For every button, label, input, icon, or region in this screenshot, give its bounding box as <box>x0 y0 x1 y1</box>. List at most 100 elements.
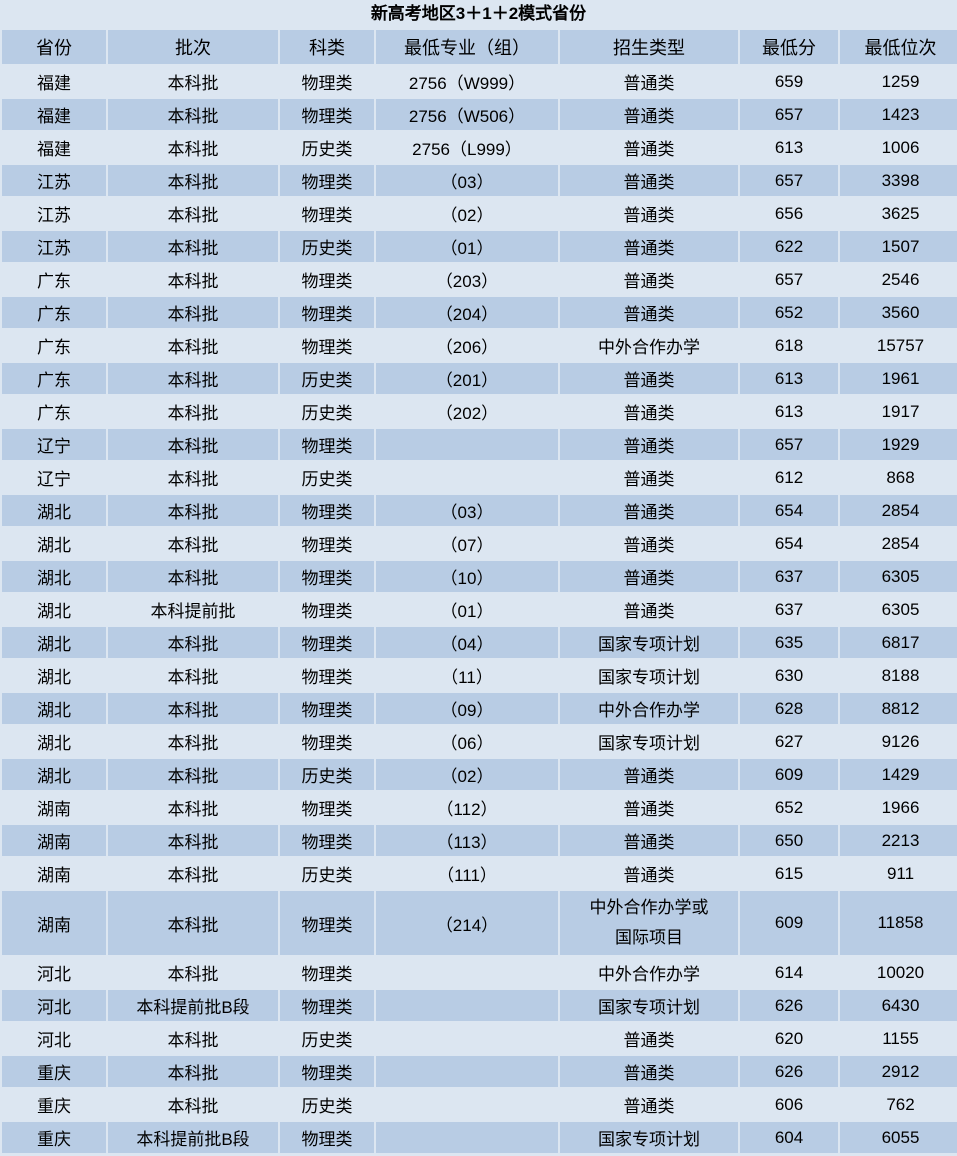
cell-admission-type: 普通类 <box>560 198 738 229</box>
cell-min-score: 657 <box>740 264 838 295</box>
cell-min-score: 609 <box>740 891 838 955</box>
cell-major-group: （03） <box>376 495 558 526</box>
cell-major-group <box>376 1122 558 1153</box>
cell-min-rank: 911 <box>840 858 957 889</box>
cell-min-score: 613 <box>740 132 838 163</box>
cell-province: 重庆 <box>2 1056 106 1087</box>
cell-major-group: （01） <box>376 594 558 625</box>
cell-province: 福建 <box>2 99 106 130</box>
cell-major-group: 2756（L999） <box>376 132 558 163</box>
cell-batch: 本科批 <box>108 891 278 955</box>
cell-major-group <box>376 462 558 493</box>
table-row: 重庆 本科批 物理类 普通类 626 2912 <box>2 1056 957 1087</box>
cell-min-score: 614 <box>740 957 838 988</box>
cell-admission-type: 普通类 <box>560 99 738 130</box>
cell-min-score: 637 <box>740 561 838 592</box>
cell-major-group: 2756（W506） <box>376 99 558 130</box>
cell-batch: 本科提前批 <box>108 594 278 625</box>
cell-batch: 本科批 <box>108 462 278 493</box>
cell-admission-type: 普通类 <box>560 792 738 823</box>
cell-min-score: 622 <box>740 231 838 262</box>
table-row: 湖南 本科批 物理类 （113） 普通类 650 2213 <box>2 825 957 856</box>
cell-province: 湖北 <box>2 726 106 757</box>
table-row: 重庆 本科批 历史类 普通类 606 762 <box>2 1089 957 1120</box>
cell-min-rank: 10020 <box>840 957 957 988</box>
cell-admission-type: 国家专项计划 <box>560 990 738 1021</box>
cell-batch: 本科批 <box>108 264 278 295</box>
cell-subject: 历史类 <box>280 363 374 394</box>
cell-major-group: （204） <box>376 297 558 328</box>
table-row: 福建 本科批 物理类 2756（W506） 普通类 657 1423 <box>2 99 957 130</box>
column-header-min-rank: 最低位次 <box>840 30 957 64</box>
cell-subject: 物理类 <box>280 165 374 196</box>
cell-admission-type: 国家专项计划 <box>560 1122 738 1153</box>
table-row: 湖北 本科批 物理类 （11） 国家专项计划 630 8188 <box>2 660 957 691</box>
table-row: 广东 本科批 物理类 （206） 中外合作办学 618 15757 <box>2 330 957 361</box>
cell-admission-type: 普通类 <box>560 396 738 427</box>
cell-major-group: （02） <box>376 198 558 229</box>
cell-province: 河北 <box>2 990 106 1021</box>
cell-batch: 本科批 <box>108 759 278 790</box>
cell-province: 辽宁 <box>2 429 106 460</box>
cell-min-score: 626 <box>740 1056 838 1087</box>
cell-major-group: 2756（W999） <box>376 66 558 97</box>
cell-subject: 物理类 <box>280 495 374 526</box>
cell-min-score: 652 <box>740 297 838 328</box>
cell-min-rank: 2854 <box>840 495 957 526</box>
table-row: 湖北 本科批 物理类 （07） 普通类 654 2854 <box>2 528 957 559</box>
cell-min-score: 656 <box>740 198 838 229</box>
cell-min-rank: 868 <box>840 462 957 493</box>
cell-batch: 本科批 <box>108 198 278 229</box>
cell-admission-type: 国家专项计划 <box>560 726 738 757</box>
table-row: 湖北 本科批 物理类 （06） 国家专项计划 627 9126 <box>2 726 957 757</box>
cell-subject: 历史类 <box>280 759 374 790</box>
cell-min-score: 627 <box>740 726 838 757</box>
cell-subject: 物理类 <box>280 825 374 856</box>
cell-batch: 本科批 <box>108 297 278 328</box>
cell-min-rank: 6055 <box>840 1122 957 1153</box>
cell-major-group: （10） <box>376 561 558 592</box>
cell-admission-type: 普通类 <box>560 165 738 196</box>
cell-min-rank: 2546 <box>840 264 957 295</box>
cell-batch: 本科批 <box>108 66 278 97</box>
cell-admission-type-line1: 中外合作办学或 <box>589 898 709 917</box>
cell-batch: 本科批 <box>108 528 278 559</box>
cell-batch: 本科批 <box>108 363 278 394</box>
cell-admission-type: 普通类 <box>560 1056 738 1087</box>
cell-min-score: 612 <box>740 462 838 493</box>
cell-subject: 历史类 <box>280 1089 374 1120</box>
cell-min-score: 613 <box>740 363 838 394</box>
cell-min-rank: 15757 <box>840 330 957 361</box>
cell-min-rank: 1006 <box>840 132 957 163</box>
cell-major-group: （113） <box>376 825 558 856</box>
cell-major-group: （04） <box>376 627 558 658</box>
cell-major-group <box>376 1023 558 1054</box>
cell-province: 广东 <box>2 297 106 328</box>
table-row: 湖北 本科批 物理类 （03） 普通类 654 2854 <box>2 495 957 526</box>
cell-subject: 物理类 <box>280 561 374 592</box>
cell-min-rank: 1917 <box>840 396 957 427</box>
cell-major-group: （206） <box>376 330 558 361</box>
cell-subject: 物理类 <box>280 99 374 130</box>
cell-province: 湖南 <box>2 891 106 955</box>
cell-subject: 物理类 <box>280 330 374 361</box>
cell-subject: 物理类 <box>280 66 374 97</box>
cell-batch: 本科批 <box>108 561 278 592</box>
cell-province: 重庆 <box>2 1089 106 1120</box>
cell-province: 福建 <box>2 66 106 97</box>
cell-min-score: 628 <box>740 693 838 724</box>
cell-admission-type: 国家专项计划 <box>560 660 738 691</box>
cell-admission-type: 中外合作办学 <box>560 957 738 988</box>
cell-province: 广东 <box>2 396 106 427</box>
cell-admission-type: 普通类 <box>560 594 738 625</box>
table-header-row: 省份 批次 科类 最低专业（组） 招生类型 最低分 最低位次 <box>2 30 957 64</box>
table-body: 福建 本科批 物理类 2756（W999） 普通类 659 1259 福建 本科批 物理类 2756… <box>2 66 957 1153</box>
cell-province: 湖南 <box>2 858 106 889</box>
cell-subject: 物理类 <box>280 594 374 625</box>
cell-subject: 物理类 <box>280 957 374 988</box>
table-row: 广东 本科批 物理类 （203） 普通类 657 2546 <box>2 264 957 295</box>
cell-batch: 本科批 <box>108 396 278 427</box>
cell-min-score: 652 <box>740 792 838 823</box>
cell-province: 湖北 <box>2 495 106 526</box>
